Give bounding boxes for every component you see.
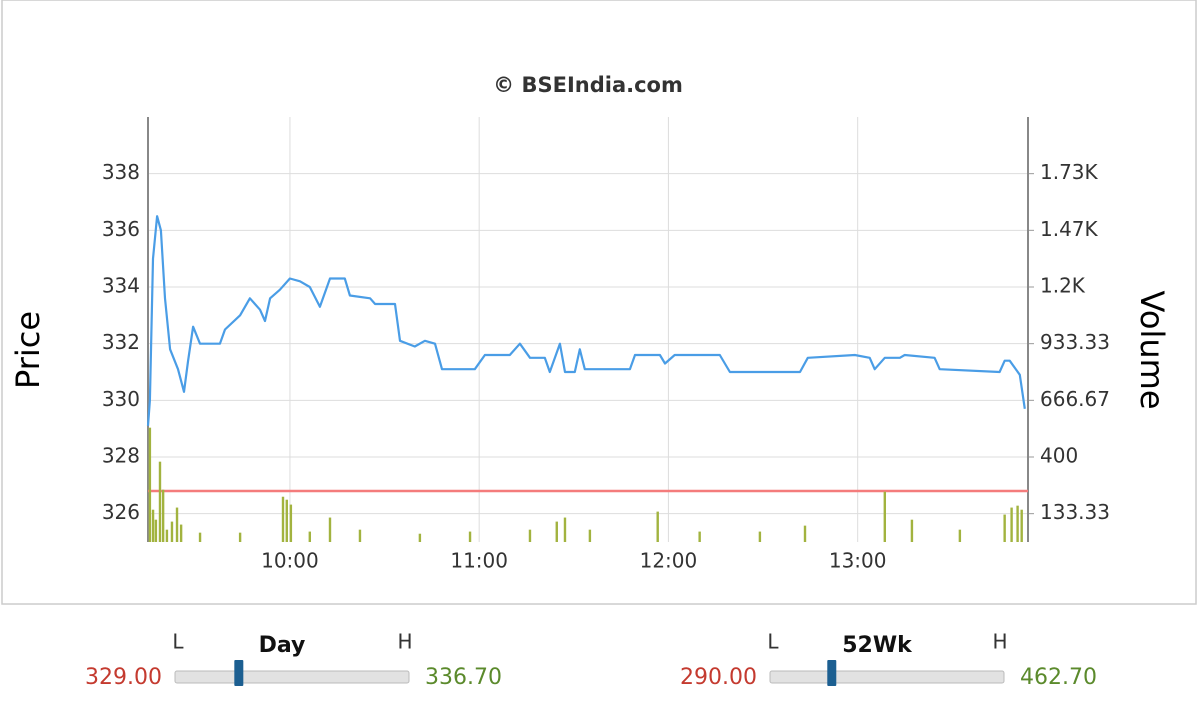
volume-bar [958, 529, 962, 542]
volume-bar [198, 532, 202, 542]
volume-bar [281, 496, 285, 542]
volume-bar [161, 489, 165, 542]
x-tick-label: 13:00 [829, 549, 887, 573]
range-high-value: 336.70 [425, 665, 502, 690]
y2-tick-label: 1.2K [1040, 274, 1086, 298]
volume-bar [175, 507, 179, 542]
y-tick-label: 338 [102, 160, 140, 184]
x-tick-label: 10:00 [261, 549, 319, 573]
range-low-value: 290.00 [680, 665, 757, 690]
volume-bar [1003, 514, 1006, 542]
volume-bar [910, 519, 914, 542]
range-high-mark: H [992, 630, 1007, 654]
volume-bar [238, 532, 242, 542]
volume-bar [148, 427, 152, 542]
y-tick-label: 328 [102, 444, 140, 468]
volume-bar [289, 504, 293, 542]
y2-tick-label: 666.67 [1040, 387, 1110, 411]
y2-tick-label: 1.73K [1040, 160, 1099, 184]
range-high-value: 462.70 [1020, 665, 1097, 690]
volume-bar [165, 529, 169, 542]
volume-bar [170, 521, 174, 542]
volume-bar [328, 517, 332, 542]
chart-frame [1, 0, 1197, 605]
range-title: Day [259, 633, 306, 658]
range-high-mark: H [397, 630, 412, 654]
y-tick-label: 332 [102, 330, 140, 354]
range-low-mark: L [767, 630, 779, 654]
y2-tick-label: 1.47K [1040, 217, 1099, 241]
chart-title: © BSEIndia.com [493, 73, 683, 97]
volume-bar [563, 517, 567, 542]
volume-bar [555, 521, 558, 542]
y-tick-label: 334 [102, 274, 140, 298]
range-track [769, 670, 1005, 684]
range-track [174, 670, 410, 684]
volume-bar [358, 529, 362, 542]
x-tick-label: 11:00 [450, 549, 508, 573]
y-tick-label: 326 [102, 500, 140, 524]
range-title: 52Wk [842, 633, 913, 658]
volume-bar [468, 531, 472, 542]
y2-axis-label: Volume [1133, 290, 1171, 409]
range-marker [827, 660, 837, 686]
range-marker [234, 660, 244, 686]
volume-bar [1010, 507, 1013, 542]
volume-bar [154, 519, 158, 542]
y2-tick-label: 400 [1040, 444, 1078, 468]
volume-bar [698, 531, 701, 542]
volume-bar [656, 511, 659, 542]
y2-tick-label: 933.33 [1040, 330, 1110, 354]
y-tick-label: 330 [102, 387, 140, 411]
price-line [146, 215, 1026, 426]
volume-bar [1020, 509, 1023, 542]
y-axis-label: Price [9, 311, 47, 389]
volume-bar [151, 509, 155, 542]
volume-bar [588, 529, 592, 542]
volume-bar [883, 491, 887, 542]
volume-bar [308, 531, 312, 542]
volume-bar [803, 525, 807, 542]
volume-bar [1016, 505, 1019, 542]
volume-bar [158, 461, 162, 542]
volume-bar [418, 533, 422, 542]
volume-bar [758, 531, 762, 542]
volume-bar [285, 499, 288, 542]
y-tick-label: 336 [102, 217, 140, 241]
range-low-value: 329.00 [85, 665, 162, 690]
volume-bar [179, 524, 183, 542]
x-tick-label: 12:00 [640, 549, 698, 573]
y2-tick-label: 133.33 [1040, 500, 1110, 524]
volume-bar [528, 529, 532, 542]
range-low-mark: L [172, 630, 184, 654]
